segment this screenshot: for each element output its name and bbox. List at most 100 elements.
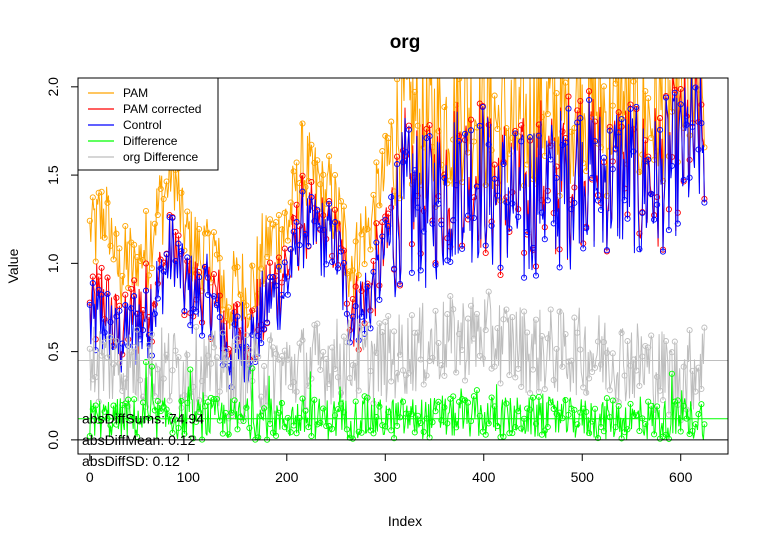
data-point: [414, 204, 421, 211]
data-point: [518, 138, 525, 145]
data-point: [515, 408, 522, 415]
data-point: [264, 253, 271, 260]
data-point: [89, 280, 96, 287]
data-point: [547, 306, 554, 313]
data-point: [261, 363, 268, 370]
data-point: [352, 238, 359, 245]
data-point: [317, 419, 324, 426]
data-point: [178, 248, 185, 255]
data-point: [272, 282, 280, 289]
data-point: [491, 92, 498, 99]
data-point: [92, 374, 99, 381]
data-point: [340, 409, 347, 416]
data-point: [388, 194, 395, 201]
data-point: [491, 161, 498, 168]
data-point: [628, 50, 633, 55]
data-point: [559, 128, 566, 135]
data-point: [506, 430, 513, 437]
data-point: [172, 257, 179, 265]
data-point: [213, 354, 220, 361]
data-point: [575, 45, 580, 50]
data-point: [671, 398, 678, 405]
data-point: [470, 393, 477, 400]
data-point: [364, 321, 371, 328]
data-point: [656, 387, 664, 394]
data-point: [128, 285, 135, 292]
data-point: [249, 307, 256, 314]
data-point: [275, 263, 282, 270]
data-point: [621, 197, 628, 204]
data-point: [169, 429, 176, 436]
data-point: [255, 332, 262, 339]
data-point: [163, 406, 170, 413]
data-point: [210, 293, 217, 300]
data-point: [456, 330, 463, 337]
data-point: [509, 200, 516, 207]
data-point: [423, 125, 430, 132]
data-point: [391, 435, 398, 442]
data-point: [671, 89, 678, 96]
data-point: [210, 271, 217, 278]
data-point: [157, 408, 164, 415]
data-point: [482, 327, 489, 334]
data-point: [142, 287, 150, 294]
data-point: [627, 101, 634, 108]
data-point: [574, 329, 581, 336]
data-point: [453, 101, 460, 108]
data-point: [391, 328, 398, 335]
data-point: [376, 296, 383, 303]
data-point: [278, 226, 285, 233]
data-point: [426, 133, 433, 140]
data-point: [210, 344, 217, 351]
data-point: [447, 177, 454, 184]
data-point: [181, 392, 188, 399]
data-point: [684, 69, 689, 74]
data-point: [591, 405, 599, 412]
data-point: [615, 109, 622, 116]
data-point: [364, 283, 371, 290]
data-point: [136, 310, 144, 317]
data-point: [411, 329, 418, 336]
x-tick-label: 300: [374, 469, 398, 485]
data-point: [113, 421, 120, 428]
data-point: [698, 385, 705, 393]
data-point: [222, 347, 229, 354]
data-point: [438, 417, 445, 424]
data-point: [544, 110, 551, 118]
data-point: [136, 257, 144, 264]
data-point: [491, 403, 498, 410]
data-point: [689, 123, 696, 130]
data-point: [606, 414, 613, 421]
data-point: [559, 363, 566, 370]
data-point: [258, 265, 265, 272]
data-point: [104, 290, 111, 298]
data-point: [473, 387, 480, 394]
data-point: [497, 271, 504, 279]
data-point: [477, 49, 482, 54]
data-point: [358, 287, 365, 294]
data-point: [532, 316, 540, 323]
data-point: [426, 122, 433, 129]
data-point: [148, 363, 155, 370]
data-point: [394, 161, 401, 168]
data-point: [379, 148, 386, 155]
data-point: [379, 233, 386, 240]
data-point: [600, 428, 607, 435]
data-point: [615, 399, 622, 406]
data-point: [671, 86, 678, 94]
data-point: [429, 419, 436, 426]
stat-annotation: absDiffMean: 0.12: [82, 432, 196, 448]
data-point: [225, 304, 232, 311]
data-point: [633, 412, 640, 419]
legend-label: org Difference: [123, 150, 198, 164]
data-point: [305, 242, 312, 249]
data-point: [237, 291, 244, 298]
data-point: [98, 291, 105, 298]
data-point: [450, 393, 457, 400]
data-point: [624, 338, 631, 345]
data-point: [373, 159, 380, 166]
data-point: [680, 363, 687, 370]
data-point: [364, 226, 371, 233]
data-point: [122, 375, 129, 382]
data-point: [594, 338, 602, 345]
